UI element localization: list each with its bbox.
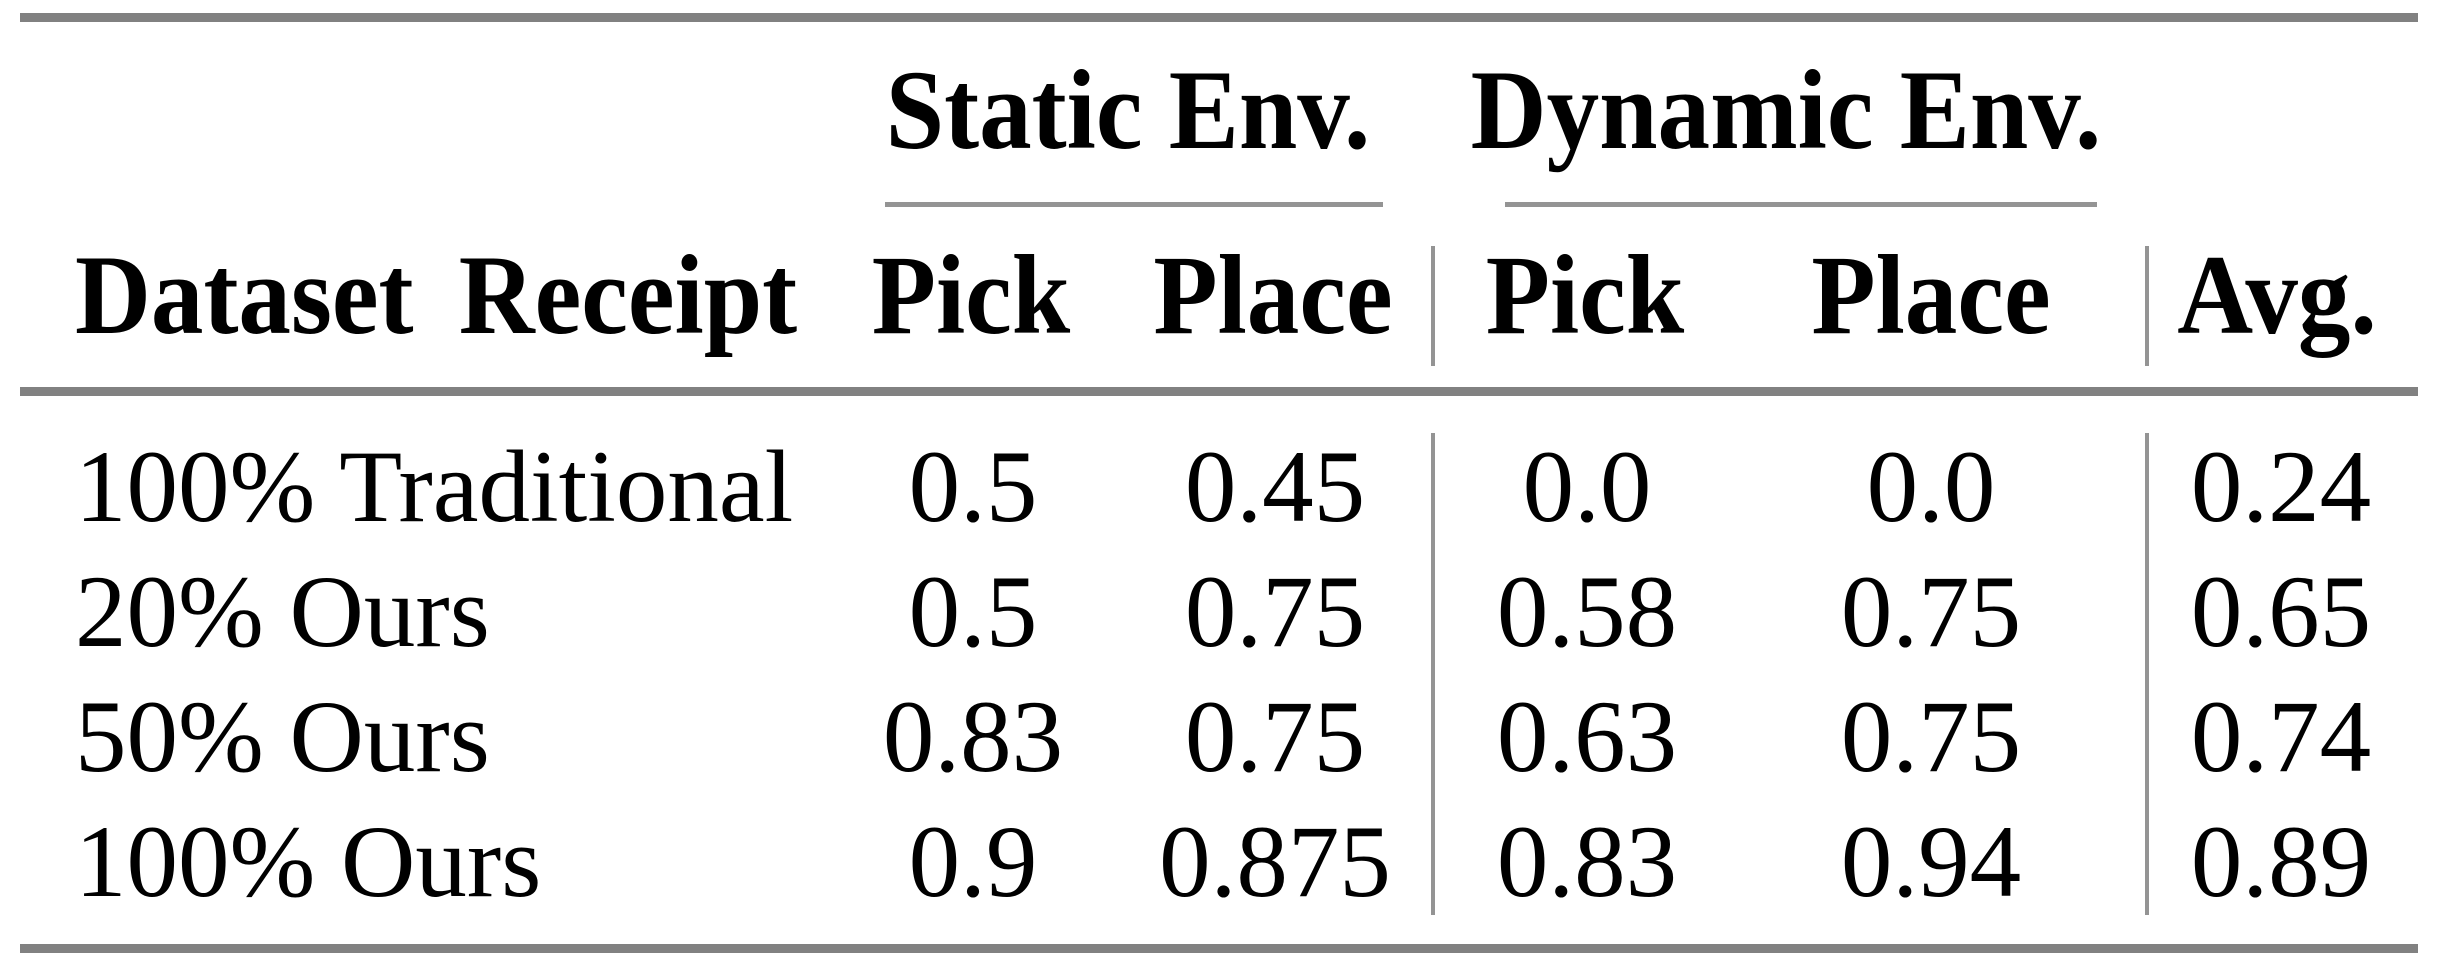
cell-static-pick: 0.83	[882, 680, 1064, 794]
cell-static-pick: 0.5	[908, 555, 1038, 669]
column-header-dynamic-place: Place	[1811, 233, 2051, 358]
cell-avg: 0.65	[2190, 555, 2372, 669]
row-label: 100% Ours	[75, 805, 542, 919]
cell-avg: 0.74	[2190, 680, 2372, 794]
separator-static-dynamic-header	[1431, 246, 1435, 366]
row-label: 100% Traditional	[75, 430, 794, 544]
cell-static-pick: 0.5	[908, 430, 1038, 544]
cell-dynamic-pick: 0.58	[1496, 555, 1678, 669]
separator-static-dynamic-body	[1431, 433, 1435, 915]
middle-rule	[20, 387, 2418, 396]
cell-static-place: 0.875	[1159, 805, 1391, 919]
row-label: 20% Ours	[75, 555, 490, 669]
cell-dynamic-place: 0.75	[1840, 680, 2022, 794]
static-env-underline	[885, 202, 1383, 207]
column-header-static-pick: Pick	[871, 233, 1071, 358]
separator-dynamic-avg-header	[2145, 246, 2149, 366]
cell-static-place: 0.75	[1184, 555, 1366, 669]
cell-static-place: 0.75	[1184, 680, 1366, 794]
top-rule	[20, 13, 2418, 22]
bottom-rule	[20, 944, 2418, 953]
column-header-avg: Avg.	[2177, 233, 2377, 358]
column-header-dataset-receipt: Dataset Receipt	[75, 233, 798, 358]
column-header-static-place: Place	[1153, 233, 1393, 358]
group-header-static-env: Static Env.	[885, 48, 1371, 173]
cell-avg: 0.24	[2190, 430, 2372, 544]
cell-dynamic-pick: 0.63	[1496, 680, 1678, 794]
cell-dynamic-place: 0.0	[1866, 430, 1996, 544]
cell-dynamic-pick: 0.83	[1496, 805, 1678, 919]
cell-static-pick: 0.9	[908, 805, 1038, 919]
dynamic-env-underline	[1505, 202, 2097, 207]
column-header-dynamic-pick: Pick	[1485, 233, 1685, 358]
cell-dynamic-place: 0.75	[1840, 555, 2022, 669]
row-label: 50% Ours	[75, 680, 490, 794]
cell-avg: 0.89	[2190, 805, 2372, 919]
separator-dynamic-avg-body	[2145, 433, 2149, 915]
cell-dynamic-pick: 0.0	[1522, 430, 1652, 544]
group-header-dynamic-env: Dynamic Env.	[1470, 48, 2102, 173]
cell-static-place: 0.45	[1184, 430, 1366, 544]
cell-dynamic-place: 0.94	[1840, 805, 2022, 919]
